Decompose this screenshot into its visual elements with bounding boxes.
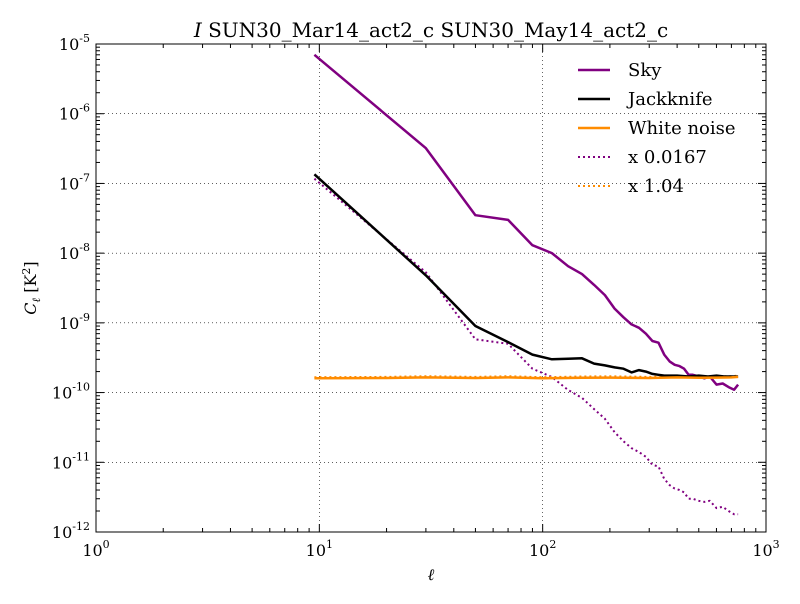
y-tick-exp: -10 bbox=[72, 381, 90, 394]
x-tick-base: 10 bbox=[306, 541, 326, 560]
y-tick-label: 10-7 bbox=[59, 171, 90, 193]
y-tick-label: 10-9 bbox=[59, 311, 90, 333]
y-tick-label: 10-5 bbox=[59, 32, 90, 54]
legend-label: x 1.04 bbox=[628, 176, 684, 197]
x-tick-label: 101 bbox=[306, 538, 333, 560]
series-line-x-1-04 bbox=[314, 374, 739, 379]
y-tick-label: 10-12 bbox=[52, 520, 90, 542]
y-axis-label-sub: ℓ bbox=[30, 297, 43, 302]
y-tick-label: 10-8 bbox=[59, 241, 90, 263]
y-tick-label: 10-11 bbox=[52, 450, 90, 472]
x-tick-exp: 2 bbox=[549, 538, 556, 551]
y-axis-label-unit-sup: 2 bbox=[20, 268, 33, 275]
legend-label: Sky bbox=[628, 60, 662, 81]
series-line-x-0-0167 bbox=[313, 177, 739, 516]
y-tick-exp: -12 bbox=[72, 520, 90, 533]
y-tick-exp: -5 bbox=[79, 32, 90, 45]
x-tick-label: 100 bbox=[82, 538, 109, 560]
y-tick-base: 10 bbox=[59, 105, 79, 124]
ticks bbox=[95, 43, 767, 533]
y-tick-label: 10-10 bbox=[52, 381, 90, 403]
x-tick-label: 103 bbox=[752, 538, 779, 560]
x-tick-exp: 3 bbox=[773, 538, 780, 551]
y-tick-base: 10 bbox=[59, 244, 79, 263]
y-tick-base: 10 bbox=[59, 35, 79, 54]
plot-frame bbox=[95, 43, 767, 533]
series-line-jackknife bbox=[313, 173, 739, 378]
grid bbox=[96, 44, 766, 532]
y-tick-label: 10-6 bbox=[59, 102, 90, 124]
y-tick-base: 10 bbox=[59, 314, 79, 333]
series-layer bbox=[313, 53, 740, 516]
x-tick-labels: 100 101 102 103 bbox=[82, 538, 779, 560]
y-tick-base: 10 bbox=[52, 453, 72, 472]
y-axis-label: Cℓ [K2] bbox=[20, 261, 43, 314]
y-tick-exp: -8 bbox=[79, 241, 90, 254]
x-tick-label: 102 bbox=[529, 538, 556, 560]
y-axis-label-main: C bbox=[21, 302, 40, 314]
legend: Sky Jackknife White noise x 0.0167 x 1.04 bbox=[578, 60, 736, 197]
y-tick-exp: -6 bbox=[79, 102, 90, 115]
chart-title-italic: I bbox=[193, 18, 203, 42]
y-tick-exp: -9 bbox=[79, 311, 90, 324]
y-tick-base: 10 bbox=[59, 174, 79, 193]
legend-label: White noise bbox=[628, 118, 736, 139]
y-axis-label-unit-end: ] bbox=[21, 261, 40, 267]
x-tick-exp: 0 bbox=[103, 538, 110, 551]
y-tick-base: 10 bbox=[52, 523, 72, 542]
y-tick-exp: -11 bbox=[72, 450, 90, 463]
x-tick-base: 10 bbox=[752, 541, 772, 560]
y-tick-exp: -7 bbox=[79, 171, 90, 184]
legend-label: Jackknife bbox=[626, 89, 713, 110]
x-tick-exp: 1 bbox=[326, 538, 333, 551]
x-tick-base: 10 bbox=[82, 541, 102, 560]
y-axis-label-unit: [K bbox=[21, 274, 40, 298]
x-tick-base: 10 bbox=[529, 541, 549, 560]
chart-title: I SUN30_Mar14_act2_c SUN30_May14_act2_c bbox=[193, 18, 668, 42]
y-tick-base: 10 bbox=[52, 384, 72, 403]
series-line-white-noise bbox=[314, 375, 739, 380]
legend-label: x 0.0167 bbox=[628, 147, 707, 168]
chart-title-text: SUN30_Mar14_act2_c SUN30_May14_act2_c bbox=[202, 18, 668, 42]
x-axis-label: ℓ bbox=[428, 565, 435, 584]
